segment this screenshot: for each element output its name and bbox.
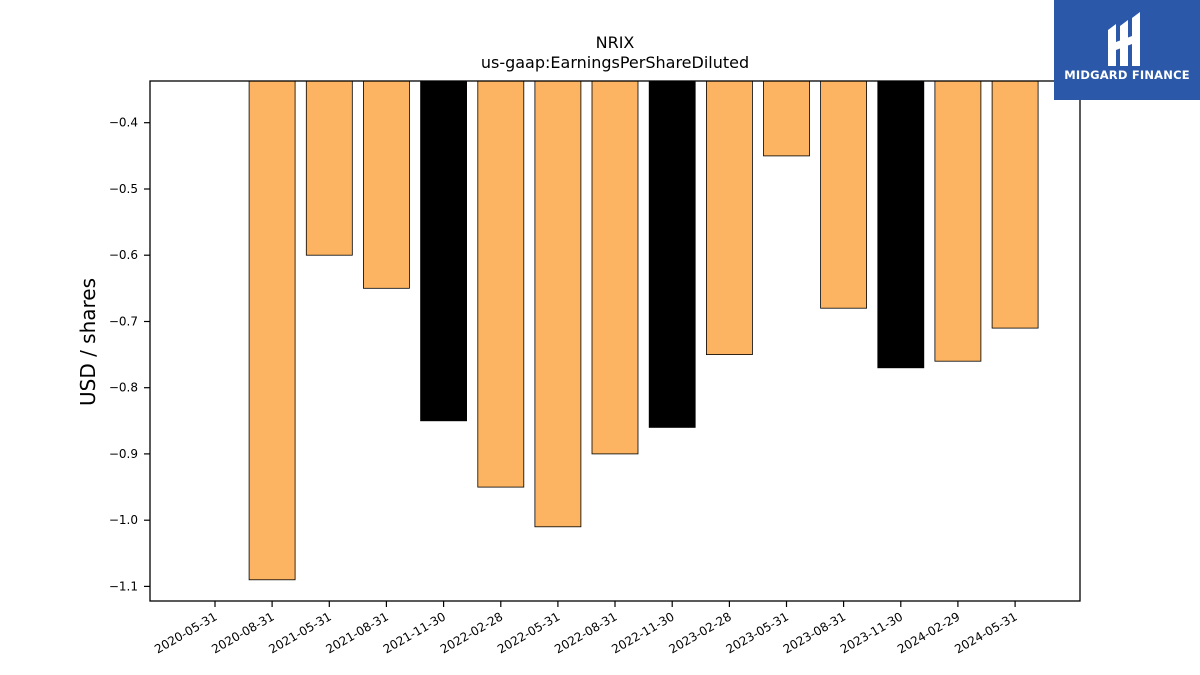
x-ticks-group: 2020-05-312020-08-312021-05-312021-08-31… bbox=[152, 601, 1020, 656]
x-tick-label: 2020-05-31 bbox=[152, 609, 219, 656]
x-tick-label: 2021-05-31 bbox=[266, 609, 333, 656]
chart-title: NRIX bbox=[596, 33, 635, 52]
x-tick-label: 2023-05-31 bbox=[724, 609, 791, 656]
bar-2022-08-31 bbox=[591, 80, 639, 455]
y-ticks-group: −0.4 −0.5 −0.6 −0.7 −0.8 −0.9 −1.0 −1.1 bbox=[109, 116, 150, 593]
y-tick-label: −1.0 bbox=[109, 513, 138, 527]
bar-2024-02-29 bbox=[934, 80, 982, 362]
x-tick-label: 2021-11-30 bbox=[381, 609, 448, 656]
bar-2022-11-30 bbox=[648, 80, 696, 428]
x-tick-label: 2023-08-31 bbox=[781, 609, 848, 656]
bar-2024-05-31 bbox=[991, 80, 1039, 329]
bar-2022-05-31 bbox=[534, 80, 582, 528]
x-tick-label: 2024-02-29 bbox=[895, 609, 962, 656]
bar-2021-05-31 bbox=[305, 80, 353, 256]
y-axis-label: USD / shares bbox=[76, 278, 100, 406]
bars-group bbox=[248, 80, 1039, 581]
bar-2023-11-30 bbox=[877, 80, 925, 369]
y-tick-label: −0.9 bbox=[109, 447, 138, 461]
x-tick-label: 2022-02-28 bbox=[438, 609, 505, 656]
x-tick-label: 2022-05-31 bbox=[495, 609, 562, 656]
y-tick-label: −0.5 bbox=[109, 182, 138, 196]
x-tick-label: 2023-02-28 bbox=[666, 609, 733, 656]
brand-name: MIDGARD FINANCE bbox=[1064, 68, 1190, 82]
plot-frame bbox=[149, 80, 1081, 602]
bar-2021-11-30 bbox=[420, 80, 468, 422]
brand-logo: MIDGARD FINANCE bbox=[1054, 0, 1200, 100]
x-tick-label: 2021-08-31 bbox=[323, 609, 390, 656]
chart-subtitle: us-gaap:EarningsPerShareDiluted bbox=[481, 53, 749, 72]
bar-2022-02-28 bbox=[477, 80, 525, 488]
y-tick-label: −0.6 bbox=[109, 248, 138, 262]
y-tick-label: −1.1 bbox=[109, 579, 138, 593]
bar-2023-08-31 bbox=[820, 80, 867, 309]
bar-2020-08-31 bbox=[248, 80, 296, 581]
bar-2021-08-31 bbox=[362, 80, 410, 289]
y-tick-label: −0.8 bbox=[109, 381, 138, 395]
brand-mark-icon bbox=[1108, 12, 1140, 66]
x-tick-label: 2022-08-31 bbox=[552, 609, 619, 656]
y-tick-label: −0.7 bbox=[109, 315, 138, 329]
x-tick-label: 2022-11-30 bbox=[609, 609, 676, 656]
x-tick-label: 2024-05-31 bbox=[952, 609, 1019, 656]
bar-2023-05-31 bbox=[763, 80, 810, 157]
y-tick-label: −0.4 bbox=[109, 116, 138, 130]
x-tick-label: 2023-11-30 bbox=[838, 609, 905, 656]
bar-2023-02-28 bbox=[706, 80, 753, 356]
x-tick-label: 2020-08-31 bbox=[209, 609, 276, 656]
